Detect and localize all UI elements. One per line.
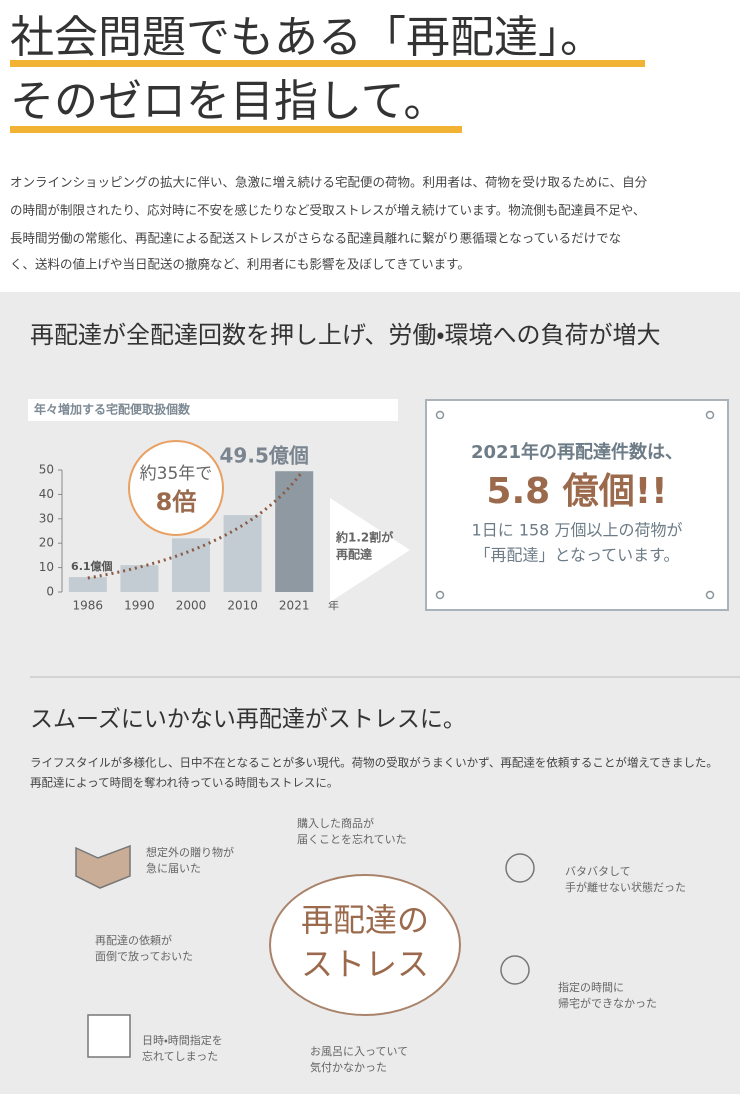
section-title: 再配達が全配達回数を押し上げ、労働・環境への負荷が増大 [30,321,660,349]
y-tick-label: 20 [39,536,54,550]
stress-item: お風呂に入っていて [310,1045,408,1058]
icon-box [75,844,131,889]
y-tick-label: 50 [39,463,54,477]
intro-line: の時間が制限されたり、応対時に不安を感じたりなど受取ストレスが増え続けています。… [10,203,645,218]
x-tick-label: 2000 [176,599,207,613]
x-tick-label: 1990 [124,599,155,613]
info-box [425,399,729,611]
headline: 社会問題でもある「再配達」。 [10,12,604,63]
stress-item: バタバタして [565,865,631,878]
icon-person [500,955,530,985]
stress-item: 面倒で放っておいた [95,949,193,963]
box-text: 1日に 158 万個以上の荷物が [472,521,683,540]
underline [10,126,462,133]
arrow-text: 再配達 [336,547,372,562]
headline: そのゼロを目指して。 [10,76,447,127]
y-tick-label: 40 [39,487,54,501]
stress-item: 届くことを忘れていた [297,833,407,846]
bar [275,471,314,592]
trend [87,471,304,580]
icon-person [505,853,535,883]
section-text: 再配達によって時間を奪われ待っている時間もストレスに。 [30,776,338,790]
value-label: 6.1億個 [71,559,113,573]
stress-item: 急に届いた [146,861,201,875]
arrow [330,498,410,602]
stress-item: 忘れてしまった [142,1050,218,1063]
pin [435,590,445,600]
callout-text: 約35年で [140,464,213,484]
box-big: 5.8 億個!! [486,471,667,512]
stress-item: 帰宅ができなかった [558,996,657,1010]
intro-line: オンラインショッピングの拡大に伴い、急激に増え続ける宅配便の荷物。利用者は、荷物… [10,175,648,190]
pin [705,590,715,600]
center-text: 再配達の [301,901,429,939]
y-tick-label: 0 [46,585,54,599]
callout [128,440,224,536]
section-text: ライフスタイルが多様化し、日中不在となることが多い現代。荷物の受取がうまくいかず… [30,756,718,770]
chart-title: 年々増加する宅配便取扱個数 [34,402,191,417]
bar [120,565,159,592]
section-title: スムーズにいかない再配達がストレスに。 [30,707,466,733]
x-tick-label: 2021 [279,599,310,613]
callout-big: 8倍 [156,488,197,516]
stress-item: 気付かなかった [310,1060,387,1074]
box-text: 2021年の再配達件数は、 [471,441,683,463]
bar [223,515,262,592]
stress-item: 指定の時間に [558,980,624,994]
pin [705,410,715,420]
pin [435,410,445,420]
intro-line: く、送料の値上げや当日配送の撤廃など、利用者にも影響を及ぼしてきています。 [10,257,470,272]
y-tick-label: 10 [39,560,54,574]
center-ellipse [269,874,461,1016]
underline [10,60,645,67]
center-text: ストレス [301,945,429,983]
stress-item: 日時・時間指定を [142,1033,223,1047]
stress-item: 購入した商品が [297,816,374,830]
bar [68,577,107,592]
x-tick-label: 1986 [73,599,104,613]
value-label: 49.5億個 [220,444,309,468]
box-text: 「再配達」となっています。 [474,546,679,565]
arrow-text: 約1.2割が [335,530,393,545]
stress-item: 再配達の依頼が [95,933,172,947]
intro-line: 長時間労働の常態化、再配達による配送ストレスがさらなる配達員離れに繋がり悪循環と… [10,231,621,246]
chart-title-box [28,399,398,421]
x-unit: 年 [328,598,339,612]
icon-calendar [87,1014,131,1058]
x-tick-label: 2010 [227,599,258,613]
bar [172,538,210,592]
y-tick-label: 30 [39,511,54,525]
stress-item: 想定外の贈り物が [146,845,234,859]
stress-item: 手が離せない状態だった [565,880,686,894]
